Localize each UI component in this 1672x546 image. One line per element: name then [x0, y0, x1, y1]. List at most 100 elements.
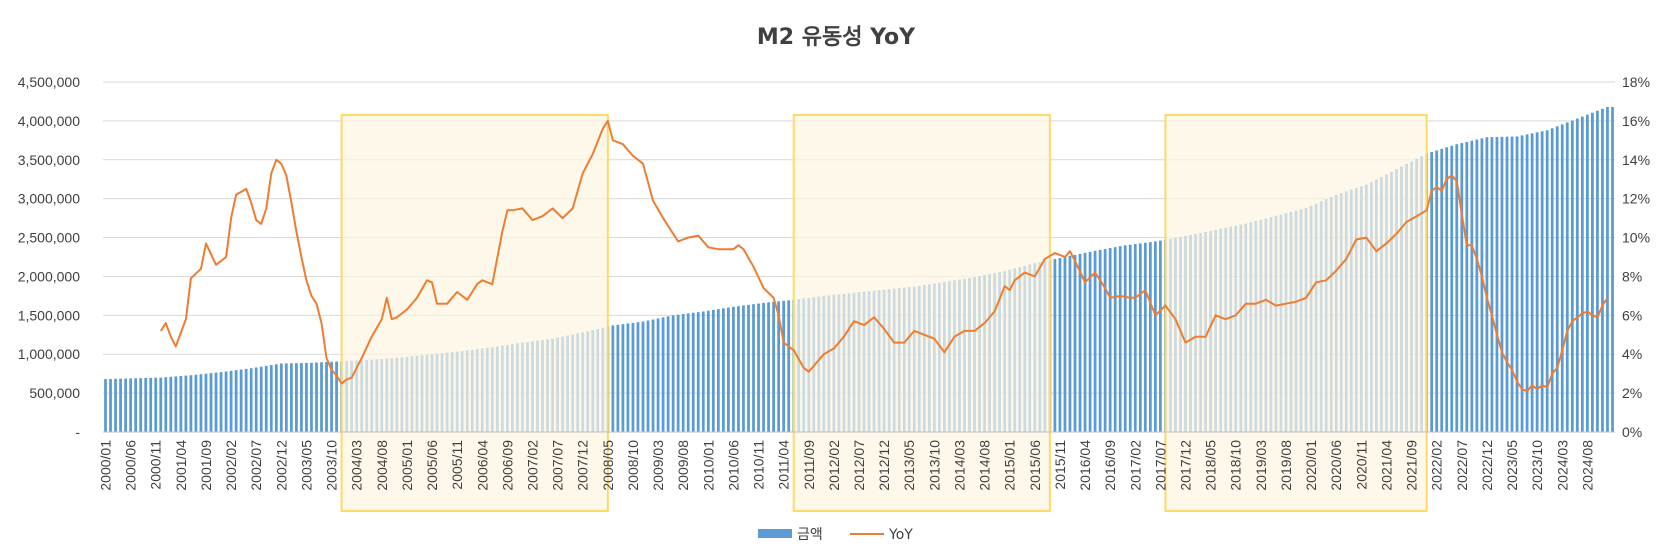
- bar: [646, 320, 650, 432]
- bar: [144, 377, 148, 432]
- bar: [777, 301, 781, 432]
- x-tick-label: 2006/04: [474, 440, 490, 491]
- bar: [767, 302, 770, 432]
- y-left-tick-label: 1,500,000: [18, 307, 80, 323]
- y-left-tick-label: 3,000,000: [18, 191, 80, 207]
- bar: [1138, 243, 1142, 432]
- bar: [1611, 106, 1614, 432]
- bar: [1113, 247, 1117, 432]
- x-tick-label: 2021/04: [1378, 440, 1394, 491]
- x-tick-label: 2005/11: [449, 440, 465, 490]
- x-tick-label: 2015/11: [1052, 440, 1068, 490]
- x-tick-label: 2002/02: [223, 440, 239, 491]
- bar: [149, 377, 153, 432]
- y-right-tick-label: 0%: [1622, 424, 1642, 440]
- bar: [1460, 143, 1464, 433]
- y-left-tick-label: -: [75, 424, 80, 440]
- bar: [164, 377, 168, 432]
- x-tick-label: 2022/07: [1454, 440, 1470, 491]
- bar: [320, 362, 323, 432]
- bar: [716, 309, 720, 432]
- bar: [1515, 136, 1519, 432]
- bar: [1108, 248, 1112, 432]
- x-tick-label: 2009/03: [650, 440, 666, 491]
- x-tick-label: 2019/08: [1278, 440, 1294, 491]
- bar: [1465, 141, 1469, 432]
- y-right-tick-label: 8%: [1622, 268, 1642, 284]
- x-tick-label: 2004/08: [374, 440, 390, 491]
- x-tick-label: 2018/05: [1203, 440, 1219, 491]
- bar: [1133, 244, 1137, 432]
- bar: [661, 317, 665, 432]
- bar: [1555, 126, 1559, 432]
- x-tick-label: 2017/12: [1178, 440, 1194, 491]
- bar: [762, 302, 765, 432]
- bar: [711, 309, 715, 432]
- x-tick-label: 2017/02: [1127, 440, 1143, 491]
- bar: [1088, 251, 1092, 432]
- x-tick-label: 2011/09: [801, 440, 817, 490]
- bar: [300, 363, 303, 432]
- y-right-tick-label: 4%: [1622, 346, 1642, 362]
- y-left-tick-label: 4,000,000: [18, 113, 80, 129]
- bar: [752, 304, 755, 432]
- y-right-tick-label: 12%: [1622, 191, 1650, 207]
- axes: - 0% 500,000 2% 1,000,000 4% 1,500,000 6% 2,000,…: [18, 74, 1650, 491]
- bar: [656, 318, 660, 432]
- bar: [757, 303, 760, 432]
- bar: [1591, 112, 1594, 432]
- y-left-tick-label: 3,500,000: [18, 152, 80, 168]
- bar: [1545, 130, 1549, 432]
- x-tick-label: 2004/03: [349, 440, 365, 491]
- bar: [1575, 118, 1579, 433]
- x-tick-label: 2023/05: [1504, 440, 1520, 491]
- x-tick-label: 2012/07: [851, 440, 867, 491]
- bar: [259, 366, 263, 432]
- bar: [279, 363, 283, 432]
- x-tick-label: 2020/01: [1303, 440, 1319, 491]
- x-tick-label: 2010/11: [751, 440, 767, 490]
- bar: [631, 322, 635, 432]
- x-tick-label: 2021/09: [1404, 440, 1420, 491]
- x-tick-label: 2017/07: [1152, 440, 1168, 491]
- bar: [727, 307, 730, 432]
- bar: [616, 324, 620, 432]
- x-tick-label: 2020/06: [1328, 440, 1344, 491]
- bar: [1580, 116, 1584, 432]
- bar: [1550, 128, 1554, 432]
- bar: [1058, 258, 1062, 432]
- bar: [295, 363, 298, 432]
- x-tick-label: 2008/10: [625, 440, 641, 491]
- x-tick-label: 2006/09: [499, 440, 515, 491]
- x-tick-label: 2024/03: [1554, 440, 1570, 491]
- bar: [1606, 106, 1609, 432]
- bar: [1063, 257, 1067, 432]
- bar: [159, 377, 163, 432]
- bar: [199, 374, 203, 432]
- bar: [114, 378, 117, 432]
- bar: [104, 379, 107, 432]
- y-right-tick-label: 14%: [1622, 152, 1650, 168]
- bar: [234, 370, 238, 432]
- bar: [1596, 110, 1599, 433]
- bar: [239, 369, 243, 432]
- bar: [1148, 242, 1152, 432]
- bar: [1495, 136, 1499, 433]
- bar: [1510, 136, 1514, 432]
- bar: [1525, 134, 1529, 433]
- bar: [244, 368, 248, 432]
- bar: [124, 378, 127, 432]
- bar: [1455, 144, 1459, 432]
- bar: [1500, 136, 1504, 433]
- bar: [1435, 150, 1439, 432]
- bar: [224, 371, 228, 432]
- highlight-box: [1164, 114, 1428, 512]
- bar: [732, 306, 735, 432]
- bar: [284, 363, 288, 432]
- line-series: [159, 119, 1609, 393]
- x-tick-label: 2001/09: [198, 440, 214, 491]
- bar: [1570, 120, 1574, 432]
- bar: [1098, 249, 1102, 432]
- bar: [335, 361, 338, 432]
- x-tick-label: 2018/10: [1228, 440, 1244, 491]
